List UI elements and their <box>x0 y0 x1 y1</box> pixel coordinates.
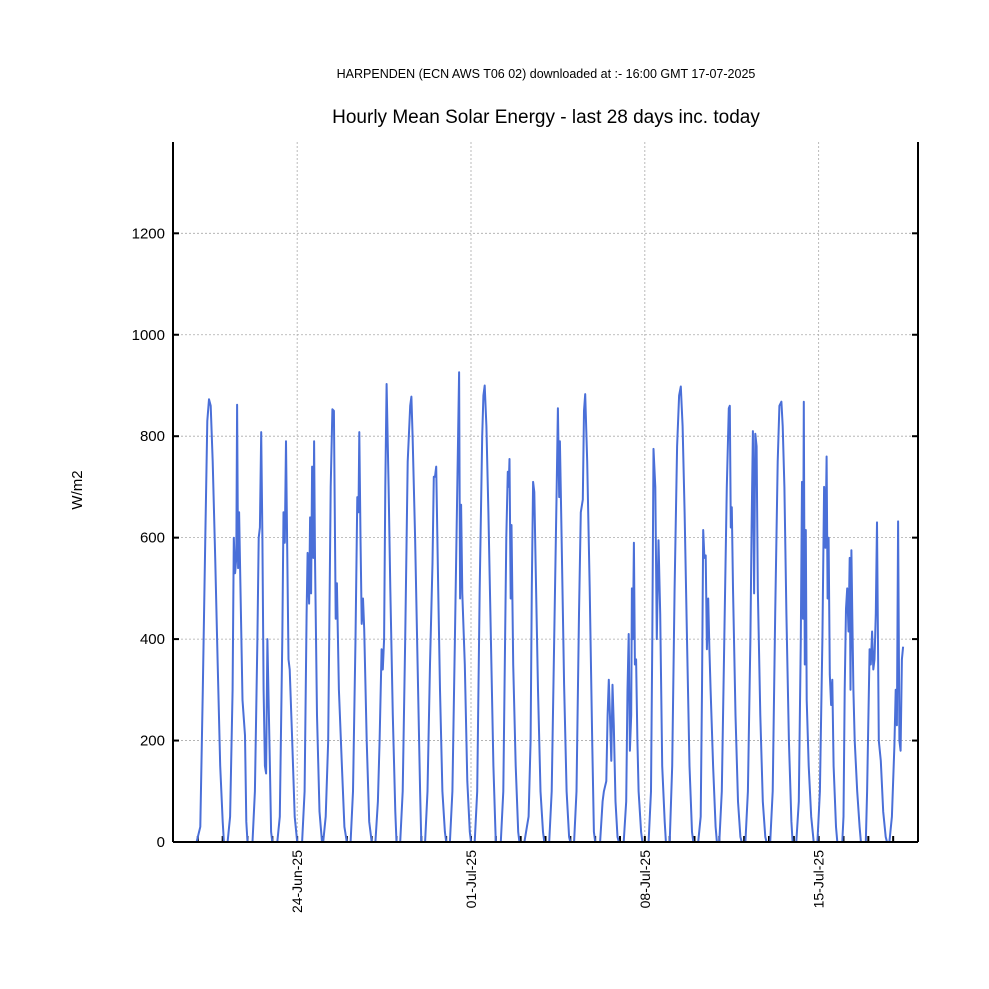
y-tick-label: 1000 <box>132 327 165 344</box>
x-tick-label: 24-Jun-25 <box>289 850 305 913</box>
y-tick-label: 800 <box>140 428 165 445</box>
y-tick-label: 400 <box>140 631 165 648</box>
y-tick-label: 600 <box>140 530 165 547</box>
x-tick-label: 01-Jul-25 <box>463 850 479 909</box>
series-line <box>195 371 905 843</box>
x-ticks: 24-Jun-25 01-Jul-25 08-Jul-25 15-Jul-25 <box>172 836 919 913</box>
y-tick-label: 200 <box>140 733 165 750</box>
x-grid <box>296 142 820 842</box>
x-tick-label: 08-Jul-25 <box>637 850 653 909</box>
y-tick-label: 0 <box>157 834 165 851</box>
x-tick-label: 15-Jul-25 <box>811 850 827 909</box>
y-axis-label: W/m2 <box>69 470 86 509</box>
download-header: HARPENDEN (ECN AWS T06 02) downloaded at… <box>337 67 756 81</box>
chart-title: Hourly Mean Solar Energy - last 28 days … <box>332 107 760 128</box>
y-tick-label: 1200 <box>132 225 165 242</box>
y-ticks: 0 200 400 600 800 1000 1200 <box>132 225 918 851</box>
